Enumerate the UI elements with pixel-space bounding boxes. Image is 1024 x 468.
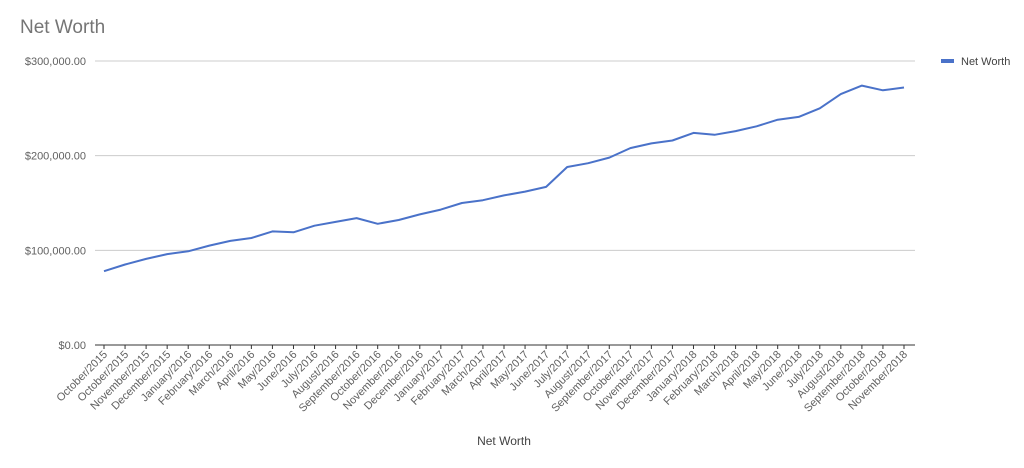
legend[interactable]: Net Worth xyxy=(941,56,1010,68)
chart-title: Net Worth xyxy=(20,17,106,38)
gridlines xyxy=(95,60,915,346)
y-tick-label: $0.00 xyxy=(58,340,86,352)
y-tick-label: $300,000.00 xyxy=(25,56,86,68)
legend-swatch xyxy=(941,59,954,63)
y-tick-label: $100,000.00 xyxy=(25,245,86,257)
x-axis-label: Net Worth xyxy=(477,434,531,448)
y-axis-ticks: $0.00 $100,000.00 $200,000.00 $300,000.00 xyxy=(25,56,86,352)
y-tick-label: $200,000.00 xyxy=(25,151,86,163)
series-layer xyxy=(103,84,905,273)
x-axis-ticks: October/2015October/2015November/2015Dec… xyxy=(55,345,910,415)
legend-label: Net Worth xyxy=(961,56,1010,68)
series-line-net-worth[interactable] xyxy=(103,84,905,273)
